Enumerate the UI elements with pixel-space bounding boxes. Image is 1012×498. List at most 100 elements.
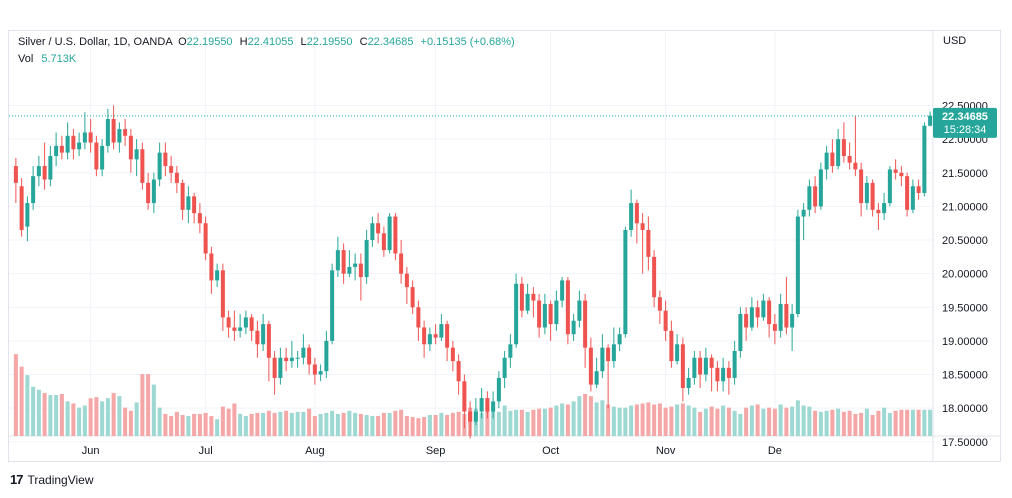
volume-bar [48,395,53,436]
candle-body [272,357,277,378]
candle-body [910,186,915,210]
volume-bar [675,404,680,436]
volume-bar [600,400,605,436]
candle-body [48,155,53,180]
candle-body [387,216,392,251]
candle-body [65,135,70,153]
candle-body [209,253,214,281]
candle-body [19,186,24,230]
volume-label[interactable]: Vol [18,53,34,65]
volume-bar [358,413,363,436]
candle-body [531,293,536,301]
y-tick-label: 20.50000 [942,235,988,247]
volume-bar [519,409,524,436]
candle-body [491,401,496,412]
volume-bar [209,416,214,436]
candle-body [364,240,369,278]
volume-bar [416,418,421,436]
candle-body [669,330,674,362]
candle-body [801,209,806,217]
candle-body [243,317,248,328]
volume-bar [479,412,484,436]
volume-bar [623,407,628,436]
volume-bar [502,405,507,436]
volume-bar [100,401,105,436]
volume-bar [744,407,749,436]
candle-body [289,357,294,362]
candle-body [278,357,283,378]
candle-body [450,347,455,362]
volume-bar [25,375,30,436]
volume-bar [295,411,300,436]
price-badge-countdown: 15:28:34 [944,124,987,136]
candle-body [772,324,777,331]
volume-bar [657,403,662,436]
volume-bar [916,409,921,436]
candle-body [824,152,829,170]
candle-body [675,344,680,362]
candle-body [680,344,685,388]
candle-body [416,307,421,328]
candle-body [301,347,306,358]
volume-bar [859,412,864,436]
brand-name[interactable]: TradingView [27,472,94,487]
volume-bar [146,374,151,436]
candle-body [111,119,116,143]
volume-bar [560,403,565,436]
candle-body [347,266,352,274]
candle-body [151,179,156,204]
volume-bar [266,410,271,436]
volume-bar [284,410,289,436]
candle-body [657,297,662,311]
volume-bar [157,407,162,436]
candle-body [663,310,668,331]
candle-body [640,223,645,230]
candle-body [192,196,197,214]
volume-value: 5.713K [41,53,77,65]
candle-body [312,364,317,375]
volume-bar [65,401,70,436]
volume-bar [59,394,64,436]
candle-body [381,233,386,251]
volume-bar [169,416,174,436]
candle-body [767,300,772,325]
volume-bar [82,405,87,436]
candle-body [726,367,731,378]
candle-body [330,270,335,341]
candle-body [485,398,490,412]
volume-bar [652,404,657,436]
volume-bar [864,408,869,436]
volume-bar [772,408,777,436]
volume-bar [847,410,852,436]
volume-bar [180,415,185,436]
volume-bar [54,395,59,436]
volume-bar [910,409,915,436]
candle-body [307,347,312,365]
volume-bar [324,412,329,436]
volume-bar [548,407,553,436]
volume-bar [525,411,530,436]
volume-bar [876,410,881,436]
y-tick-label: 19.00000 [942,336,988,348]
volume-bar [318,413,323,436]
candle-body [548,303,553,325]
candle-body [583,300,588,348]
tradingview-logo-icon[interactable]: 17 [10,472,24,487]
volume-bar [491,408,496,436]
volume-bar [692,407,697,436]
volume-bar [899,409,904,436]
candle-body [146,182,151,204]
candle-body [703,357,708,375]
candle-body [140,149,145,183]
volume-bar [617,407,622,436]
candle-body [778,303,783,331]
volume-bar [882,407,887,436]
candle-body [744,314,749,328]
candle-body [795,216,800,315]
volume-bar [588,396,593,436]
volume-bar [376,416,381,436]
volume-bar [853,413,858,436]
symbol-label[interactable]: Silver / U.S. Dollar, 1D, OANDA [18,36,173,48]
candle-body [134,149,139,160]
